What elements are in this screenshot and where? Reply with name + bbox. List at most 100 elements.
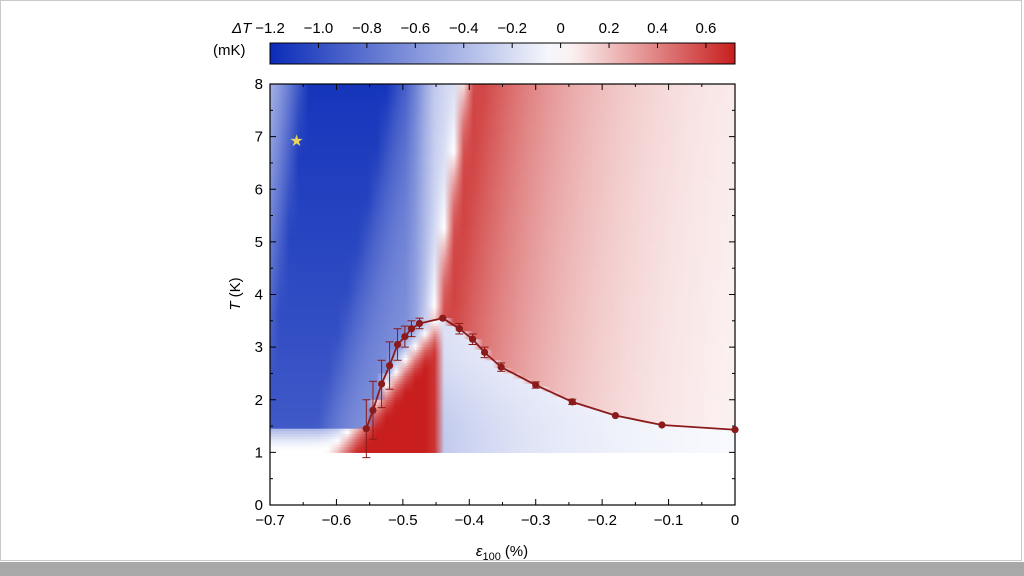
x-tick-label: −0.2 (587, 512, 617, 529)
x-tick-label: −0.5 (388, 512, 418, 529)
heatmap-row (270, 257, 735, 261)
y-tick-label: 6 (255, 181, 263, 198)
y-axis-label: T(K) (227, 277, 244, 310)
y-tick-label: 0 (255, 497, 263, 514)
heatmap-row (270, 449, 735, 453)
colorbar-tick-label: 0.4 (647, 20, 668, 37)
heatmap-row (270, 318, 735, 322)
heatmap-row (270, 110, 735, 114)
heatmap-row (270, 341, 735, 346)
heatmap-row (270, 199, 735, 204)
heatmap-row (270, 344, 735, 348)
heatmap-row (270, 126, 735, 130)
x-tick-label: −0.4 (454, 512, 484, 529)
heatmap-row (270, 128, 735, 132)
data-point (731, 426, 739, 434)
heatmap-row (270, 428, 735, 432)
x-tick-label: 0 (731, 512, 739, 529)
heatmap-row (270, 383, 735, 388)
heatmap-row (270, 360, 735, 364)
heatmap-row (270, 218, 735, 222)
heatmap-row (270, 162, 735, 167)
heatmap-row (270, 386, 735, 390)
heatmap-row (270, 210, 735, 214)
heatmap-row (270, 397, 735, 401)
tc-series (362, 314, 739, 459)
data-point (469, 335, 477, 343)
heatmap-row (270, 315, 735, 319)
bottom-scroll-bar[interactable] (0, 562, 1024, 576)
heatmap-row (270, 155, 735, 159)
heatmap-row (270, 139, 735, 143)
data-point (393, 340, 402, 349)
colorbar-ticks: −1.2 −1.0 −0.8 −0.6 −0.4 −0.2 0 0.2 0.4 0.6 (255, 20, 716, 48)
heatmap-row (270, 86, 735, 90)
data-point (497, 363, 505, 371)
heatmap-row (270, 331, 735, 335)
heatmap-row (270, 270, 735, 275)
colorbar-tick-label: −1.2 (255, 20, 285, 37)
x-tick-label: −0.6 (322, 512, 352, 529)
colorbar-tick-label: −0.4 (449, 20, 479, 37)
heatmap-row (270, 444, 735, 448)
heatmap-row (270, 373, 735, 377)
heatmap-row (270, 105, 735, 109)
data-point (415, 319, 424, 328)
data-point (407, 325, 416, 333)
heatmap-row (270, 418, 735, 422)
heatmap-row (270, 347, 735, 351)
heatmap-row (270, 144, 735, 148)
heatmap-row (270, 231, 735, 235)
heatmap-row (270, 170, 735, 175)
heatmap-row (270, 399, 735, 403)
heatmap-row (270, 131, 735, 135)
heatmap-row (270, 286, 735, 290)
heatmap-row (270, 378, 735, 382)
heatmap-row (270, 239, 735, 243)
heatmap-row (270, 349, 735, 353)
heatmap-row (270, 133, 735, 138)
heatmap-row (270, 244, 735, 248)
data-point (439, 314, 447, 322)
heatmap-row (270, 370, 735, 375)
heatmap-row (270, 278, 735, 282)
heatmap-row (270, 441, 735, 446)
heatmap-row (270, 91, 735, 96)
heatmap-row (270, 112, 735, 117)
heatmap-row (270, 118, 735, 122)
x-tick-label: −0.7 (255, 512, 285, 529)
heatmap-row (270, 189, 735, 193)
colorbar-label-unit: (mK) (213, 42, 246, 59)
colorbar-label-symbol: ΔT (231, 20, 253, 37)
x-tick-label: −0.3 (521, 512, 551, 529)
y-tick-label: 1 (255, 444, 263, 461)
heatmap-row (270, 228, 735, 232)
heatmap-row (270, 389, 735, 393)
data-point (385, 361, 394, 370)
heatmap-row (270, 97, 735, 101)
heatmap-row (270, 212, 735, 217)
heatmap-row (270, 207, 735, 211)
heatmap-row (270, 415, 735, 419)
data-point (362, 425, 370, 433)
heatmap-row (270, 302, 735, 306)
heatmap-row (270, 94, 735, 98)
heatmap-row (270, 107, 735, 111)
y-tick-label: 5 (255, 234, 263, 251)
heatmap-row (270, 283, 735, 288)
heatmap-row (270, 262, 735, 267)
heatmap-row (270, 165, 735, 169)
heatmap-row (270, 352, 735, 356)
y-tick-label: 4 (255, 287, 263, 304)
heatmap-row (270, 357, 735, 361)
heatmap-row (270, 89, 735, 93)
heatmap-row (270, 273, 735, 277)
heatmap-row (270, 123, 735, 127)
heatmap-row (270, 305, 735, 309)
heatmap-chart: −1.2 −1.0 −0.8 −0.6 −0.4 −0.2 0 0.2 0.4 0.6 ΔT (m… (213, 20, 739, 562)
heatmap-row (270, 249, 735, 253)
heatmap-row (270, 420, 735, 425)
heatmap-row (270, 299, 735, 303)
heatmap-row (270, 176, 735, 180)
y-tick-label: 8 (255, 76, 263, 93)
